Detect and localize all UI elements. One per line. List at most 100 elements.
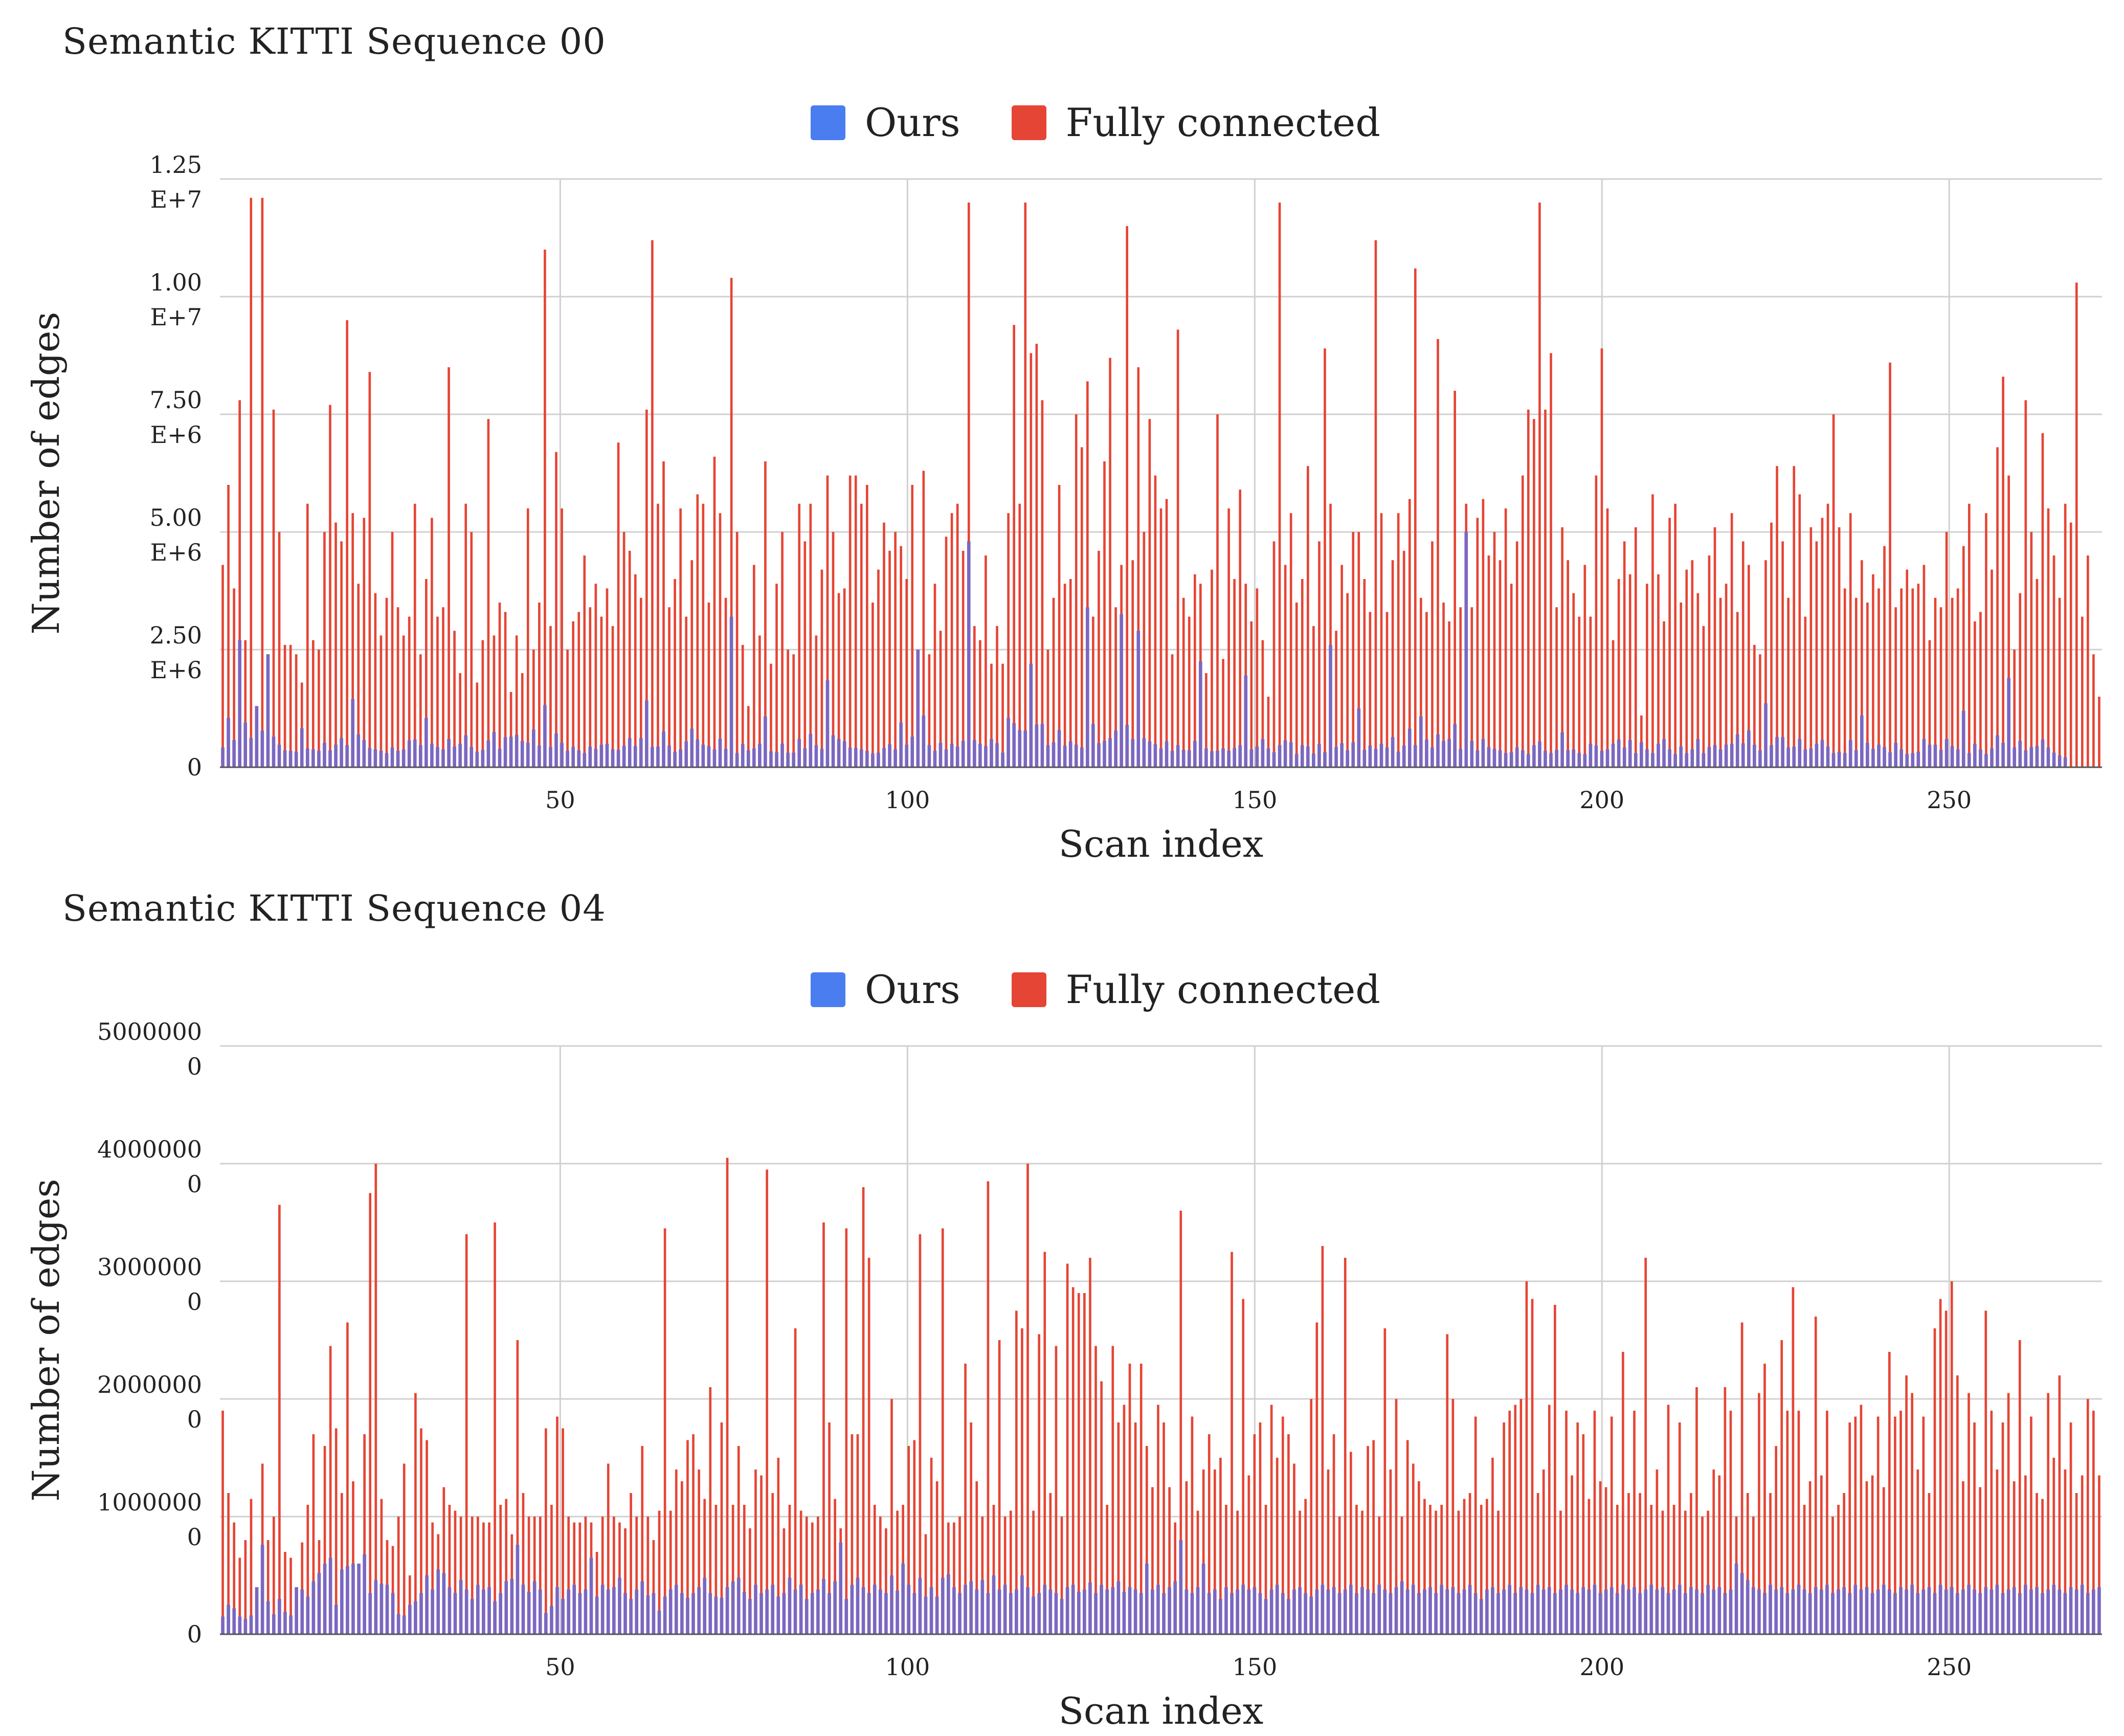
bar-ours (594, 749, 598, 767)
bar-fully-connected (1979, 612, 1982, 767)
bar-fully-connected (442, 607, 444, 767)
bar-ours (1018, 730, 1022, 767)
bar-fully-connected (607, 1463, 610, 1634)
y-tick-label-line2: E+7 (150, 303, 202, 331)
bar-ours (448, 1587, 452, 1634)
bar-fully-connected (1454, 391, 1456, 767)
bar-fully-connected (567, 1517, 570, 1634)
bar-fully-connected (1820, 1475, 1823, 1634)
bar-ours (633, 746, 637, 767)
bar-fully-connected (1572, 593, 1575, 767)
bar-fully-connected (1185, 1481, 1188, 1634)
bar-ours (1853, 1585, 1858, 1634)
bar-ours (1159, 748, 1163, 767)
legend-item-ours[interactable]: Ours (811, 100, 960, 145)
x-tick-label: 100 (885, 786, 930, 814)
bar-fully-connected (741, 644, 744, 767)
bar-fully-connected (1188, 616, 1191, 767)
bar-fully-connected (1137, 367, 1140, 767)
bar-fully-connected (306, 503, 309, 767)
bar-ours (1928, 744, 1932, 767)
bar-fully-connected (1049, 1493, 1052, 1634)
bar-fully-connected (1882, 1487, 1885, 1634)
bar-fully-connected (2047, 1393, 2050, 1634)
bar-fully-connected (380, 1499, 383, 1634)
bar-fully-connected (792, 654, 795, 767)
bar-ours (1088, 1582, 1092, 1634)
bar-fully-connected (668, 607, 670, 767)
bar-fully-connected (1623, 541, 1626, 767)
bar-ours (1063, 745, 1067, 767)
bar-fully-connected (1418, 1481, 1420, 1634)
bar-fully-connected (329, 1346, 332, 1634)
bar-ours (255, 706, 259, 767)
bar-fully-connected (1899, 1411, 1902, 1634)
bar-ours (1479, 1599, 1483, 1634)
bar-fully-connected (1729, 1411, 1732, 1634)
bar-fully-connected (692, 1434, 695, 1634)
legend-item-fully-connected[interactable]: Fully connected (1011, 967, 1380, 1012)
y-tick-label-line1: 1.00 (150, 269, 202, 296)
bar-ours (1236, 1589, 1239, 1634)
bar-fully-connected (1593, 1411, 1596, 1634)
bar-ours (1029, 663, 1033, 767)
bar-fully-connected (385, 597, 388, 767)
bar-fully-connected (1696, 593, 1700, 767)
bar-ours (1233, 748, 1236, 767)
bar-ours (1723, 1593, 1727, 1634)
y-tick-label: 0 (187, 1620, 202, 1648)
bar-ours (769, 751, 773, 767)
bar-fully-connected (1030, 353, 1033, 767)
bar-ours (1764, 703, 1768, 767)
bar-fully-connected (1962, 546, 1965, 767)
bar-fully-connected (1219, 1458, 1222, 1634)
bar-fully-connected (1979, 1487, 1982, 1634)
bar-ours (447, 739, 451, 767)
bar-ours (407, 740, 411, 767)
bar-fully-connected (1672, 1505, 1675, 1634)
legend-item-fully-connected[interactable]: Fully connected (1011, 100, 1380, 145)
bar-ours (1724, 744, 1728, 767)
bar-fully-connected (1259, 1422, 1262, 1634)
bar-ours (1317, 744, 1321, 767)
bar-ours (1695, 1589, 1698, 1634)
bar-ours (1125, 725, 1129, 767)
bar-fully-connected (488, 1522, 490, 1634)
bar-ours (1961, 1589, 1965, 1634)
bar-ours (1803, 749, 1807, 767)
bar-fully-connected (2092, 654, 2095, 767)
bar-ours (1312, 753, 1315, 767)
chart-panel-seq00: Semantic KITTI Sequence 00 Ours Fully co… (0, 0, 2124, 864)
legend-label-ours: Ours (865, 967, 960, 1012)
bar-ours (560, 743, 564, 767)
bar-ours (1593, 1585, 1597, 1634)
bar-fully-connected (2030, 532, 2033, 767)
bar-fully-connected (509, 692, 512, 767)
legend-item-ours[interactable]: Ours (811, 967, 960, 1012)
bar-ours (550, 1606, 553, 1634)
bar-fully-connected (788, 1505, 791, 1634)
bar-ours (656, 746, 660, 767)
bar-fully-connected (1145, 1446, 1148, 1634)
bar-fully-connected (1753, 644, 1756, 767)
bar-ours (1865, 1587, 1869, 1634)
bar-ours (828, 1593, 831, 1634)
bar-fully-connected (481, 640, 484, 767)
bar-fully-connected (1024, 203, 1027, 767)
bar-ours (765, 1589, 769, 1634)
bar-ours (1037, 1593, 1041, 1634)
bar-ours (1498, 750, 1502, 767)
bar-ours (1261, 739, 1265, 767)
bar-ours (901, 1564, 905, 1634)
bar-fully-connected (1066, 1263, 1069, 1634)
bar-fully-connected (1435, 1510, 1437, 1634)
bar-ours (804, 1599, 809, 1634)
bar-fully-connected (1397, 513, 1400, 767)
bar-fully-connected (533, 1517, 536, 1634)
bar-fully-connected (2092, 1411, 2095, 1634)
bar-fully-connected (1934, 597, 1937, 767)
bar-fully-connected (985, 555, 987, 767)
bar-fully-connected (1565, 1411, 1568, 1634)
bar-ours (1292, 1589, 1296, 1634)
bar-fully-connected (709, 1387, 712, 1634)
